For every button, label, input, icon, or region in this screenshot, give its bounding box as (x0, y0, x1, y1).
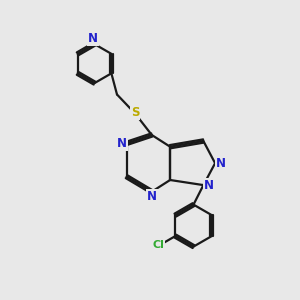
Text: N: N (204, 178, 214, 192)
Text: N: N (88, 32, 98, 45)
Text: S: S (131, 106, 139, 119)
Text: N: N (117, 137, 127, 150)
Text: Cl: Cl (152, 240, 164, 250)
Text: N: N (216, 157, 226, 170)
Text: N: N (147, 190, 157, 203)
